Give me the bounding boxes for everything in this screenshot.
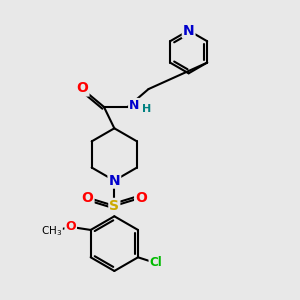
Text: H: H [142,104,152,114]
Text: O: O [65,220,76,233]
Text: N: N [183,23,194,38]
Text: Cl: Cl [149,256,162,269]
Text: N: N [109,174,120,188]
Text: CH$_3$: CH$_3$ [41,224,62,238]
Text: O: O [76,82,88,95]
Text: O: O [135,191,147,205]
Text: N: N [129,99,140,112]
Text: O: O [82,191,94,205]
Text: S: S [109,199,119,213]
